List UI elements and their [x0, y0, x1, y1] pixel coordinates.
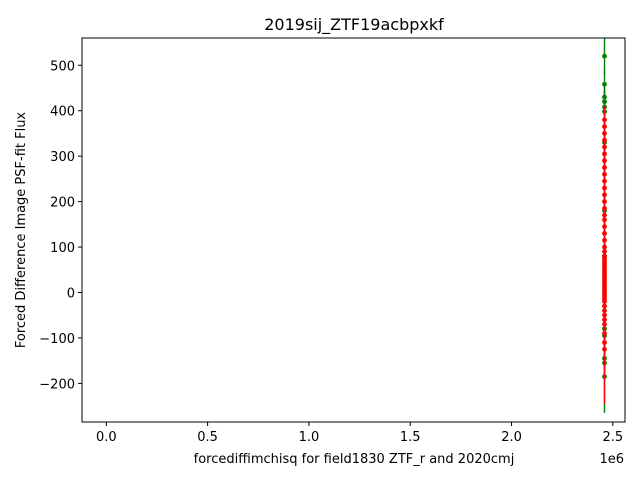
y-tick-label: 200: [50, 196, 75, 211]
x-axis: 0.0 0.5 1.0 1.5 2.0 2.5: [96, 422, 623, 445]
x-axis-label: forcediffimchisq for field1830 ZTF_r and…: [194, 452, 515, 467]
y-tick-label: 100: [50, 241, 75, 256]
plot-area: [602, 38, 607, 413]
green-point: [602, 53, 607, 59]
chart-title: 2019sij_ZTF19acbpxkf: [264, 15, 444, 35]
x-tick-label: 1.0: [299, 430, 320, 445]
y-tick-label: 0: [67, 286, 75, 301]
y-axis: −200 −100 0 100 200 300 400 500: [39, 59, 82, 392]
axes-frame: [81, 37, 626, 423]
y-tick-label: −100: [39, 332, 75, 347]
x-tick-label: 2.5: [602, 430, 623, 445]
x-tick-label: 1.5: [400, 430, 421, 445]
x-tick-label: 0.5: [197, 430, 218, 445]
red-point: [602, 296, 607, 302]
x-tick-label: 2.0: [501, 430, 522, 445]
y-tick-label: 300: [50, 150, 75, 165]
x-tick-label: 0.0: [96, 430, 117, 445]
y-axis-label: Forced Difference Image PSF-fit Flux: [14, 112, 29, 349]
red-point: [602, 346, 607, 352]
red-series: [602, 106, 607, 404]
y-tick-label: 500: [50, 59, 75, 74]
green-point: [602, 81, 607, 87]
red-point: [602, 256, 607, 261]
y-tick-label: −200: [39, 377, 75, 392]
y-tick-label: 400: [50, 105, 75, 120]
x-offset-label: 1e6: [599, 452, 624, 467]
